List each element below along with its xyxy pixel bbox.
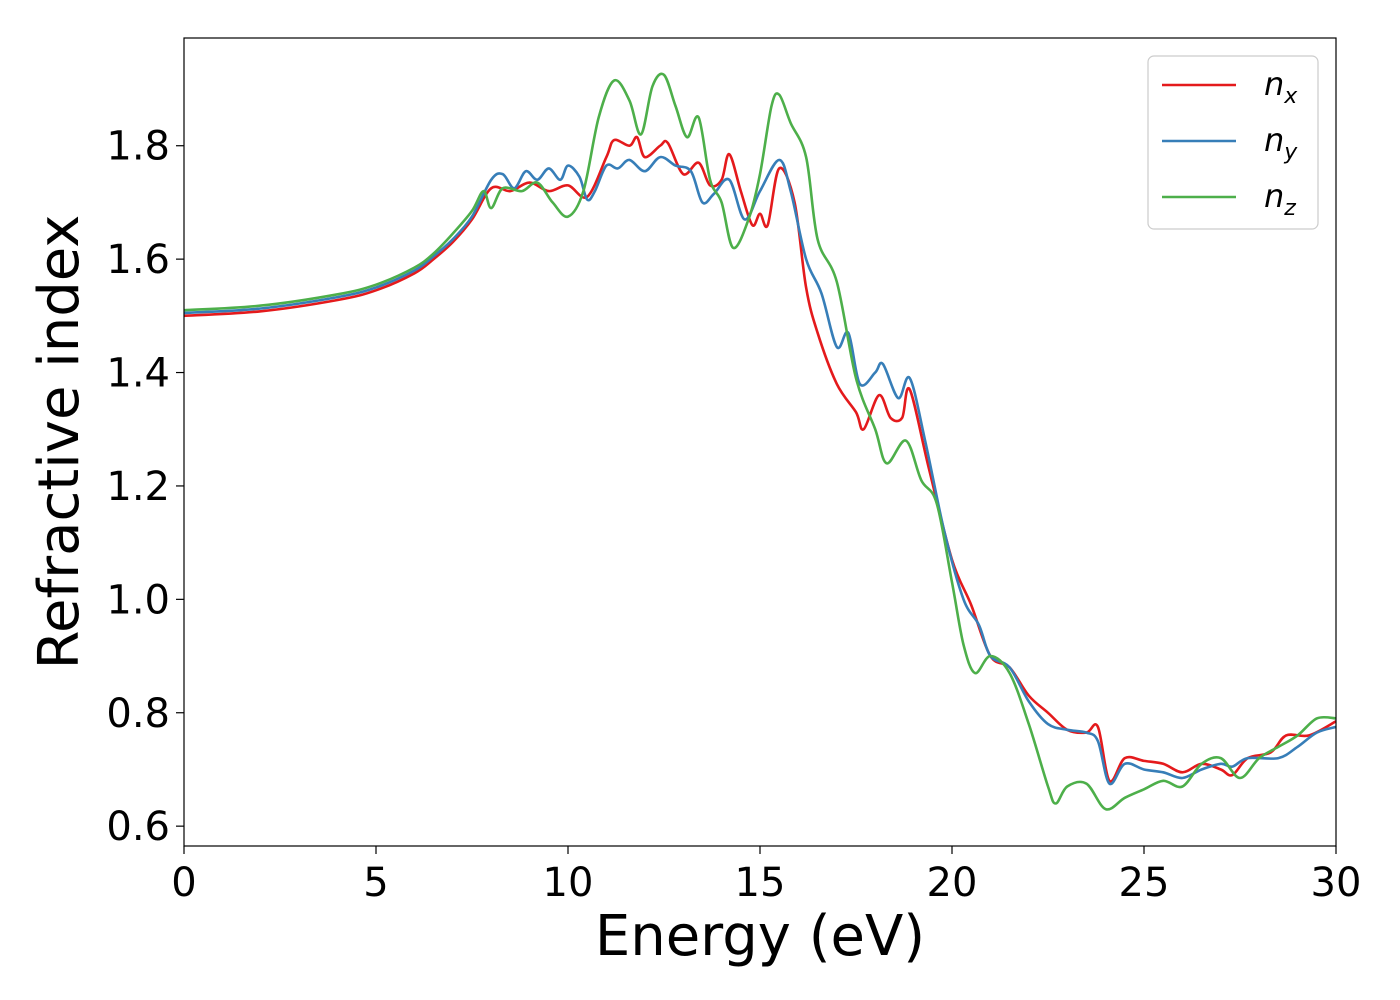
x-tick-label: 20 xyxy=(927,860,978,906)
legend: nx ny nz xyxy=(1147,55,1319,230)
series-line-nx xyxy=(184,135,1336,783)
series-layer xyxy=(184,72,1336,811)
x-tick-label: 25 xyxy=(1119,860,1170,906)
legend-box xyxy=(1147,55,1319,230)
y-tick-label: 1.0 xyxy=(106,577,170,623)
x-axis-label: Energy (eV) xyxy=(595,904,925,969)
x-tick-label: 30 xyxy=(1311,860,1362,906)
x-tick-label: 5 xyxy=(363,860,388,906)
y-tick-label: 0.6 xyxy=(106,804,170,850)
x-axis-ticks: 0 5 10 15 20 25 30 xyxy=(171,846,1361,906)
legend-label-ny: ny xyxy=(1264,121,1298,165)
y-tick-label: 0.8 xyxy=(106,691,170,737)
y-tick-label: 1.2 xyxy=(106,464,170,510)
x-tick-label: 10 xyxy=(543,860,594,906)
series-line-nz xyxy=(184,72,1336,811)
x-tick-label: 15 xyxy=(735,860,786,906)
legend-label-nx: nx xyxy=(1264,65,1298,109)
x-tick-label: 0 xyxy=(171,860,196,906)
y-tick-label: 1.8 xyxy=(106,124,170,170)
y-axis-label: Refractive index xyxy=(27,215,92,670)
series-line-ny xyxy=(184,155,1336,786)
y-tick-label: 1.6 xyxy=(106,237,170,283)
y-axis-ticks: 0.6 0.8 1.0 1.2 1.4 1.6 1.8 xyxy=(106,124,184,850)
legend-label-nz: nz xyxy=(1264,177,1296,221)
y-tick-label: 1.4 xyxy=(106,351,170,397)
